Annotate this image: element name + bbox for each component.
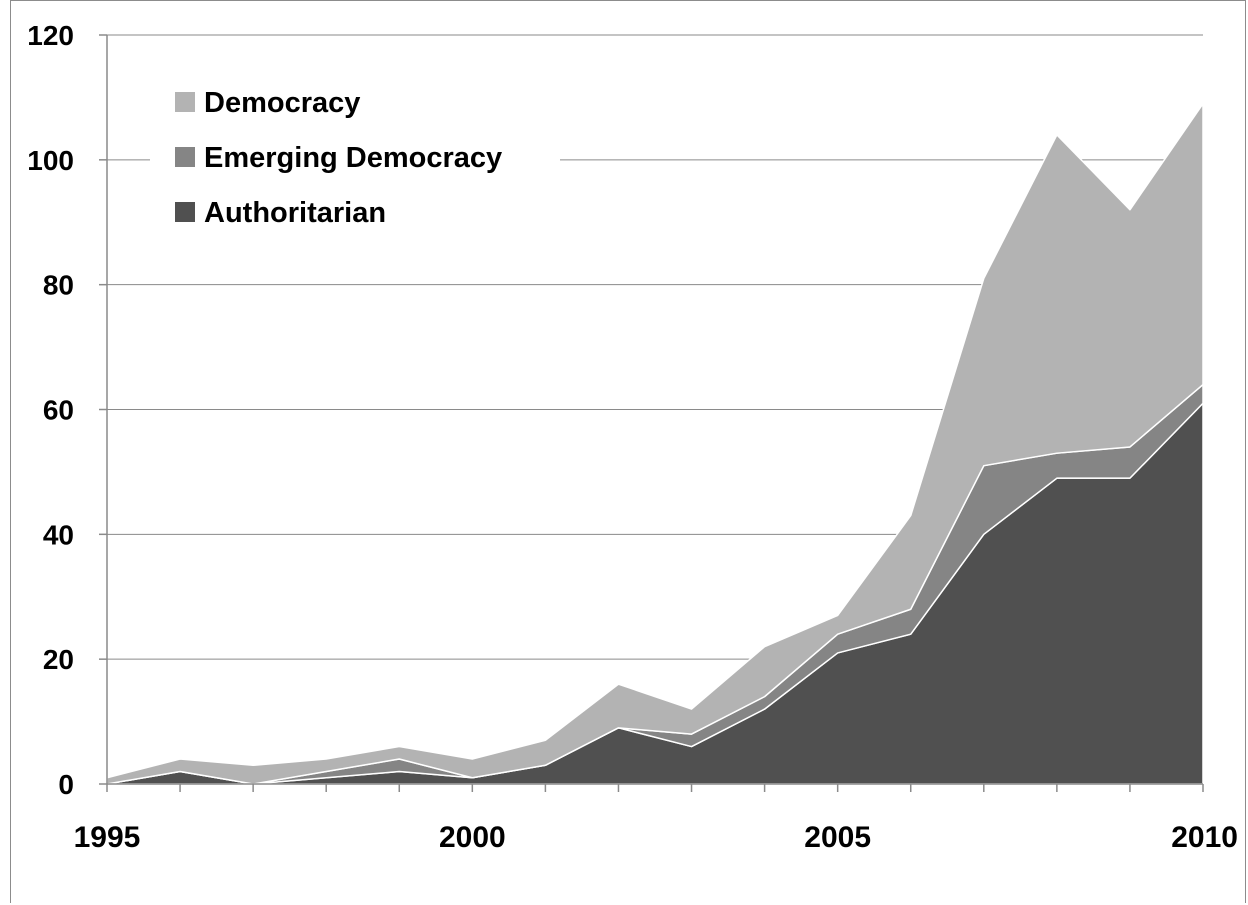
legend-label-authoritarian: Authoritarian [204, 197, 386, 229]
legend: Democracy Emerging Democracy Authoritarian [150, 72, 560, 242]
y-tick-label: 120 [27, 20, 74, 51]
legend-label-democracy: Democracy [204, 87, 360, 119]
x-tick-label: 2000 [439, 821, 506, 854]
x-tick-label: 1995 [74, 821, 141, 854]
y-axis-ticks: 0 20 40 60 80 100 120 [27, 20, 107, 800]
y-tick-label: 0 [58, 769, 74, 800]
legend-background [150, 72, 560, 242]
legend-swatch-democracy [175, 92, 195, 112]
area-democracy [106, 102, 1204, 785]
x-axis-ticks: 1995 2000 2005 2010 [74, 784, 1238, 854]
y-tick-label: 40 [43, 519, 74, 550]
legend-swatch-emerging-democracy [175, 147, 195, 167]
legend-swatch-authoritarian [175, 202, 195, 222]
x-tick-label: 2010 [1171, 821, 1238, 854]
y-tick-label: 60 [43, 395, 74, 426]
area-series [106, 102, 1204, 785]
y-tick-label: 100 [27, 145, 74, 176]
x-tick-label: 2005 [804, 821, 871, 854]
y-tick-label: 80 [43, 270, 74, 301]
legend-label-emerging-democracy: Emerging Democracy [204, 142, 502, 174]
chart-frame [10, 0, 1246, 903]
y-tick-label: 20 [43, 644, 74, 675]
